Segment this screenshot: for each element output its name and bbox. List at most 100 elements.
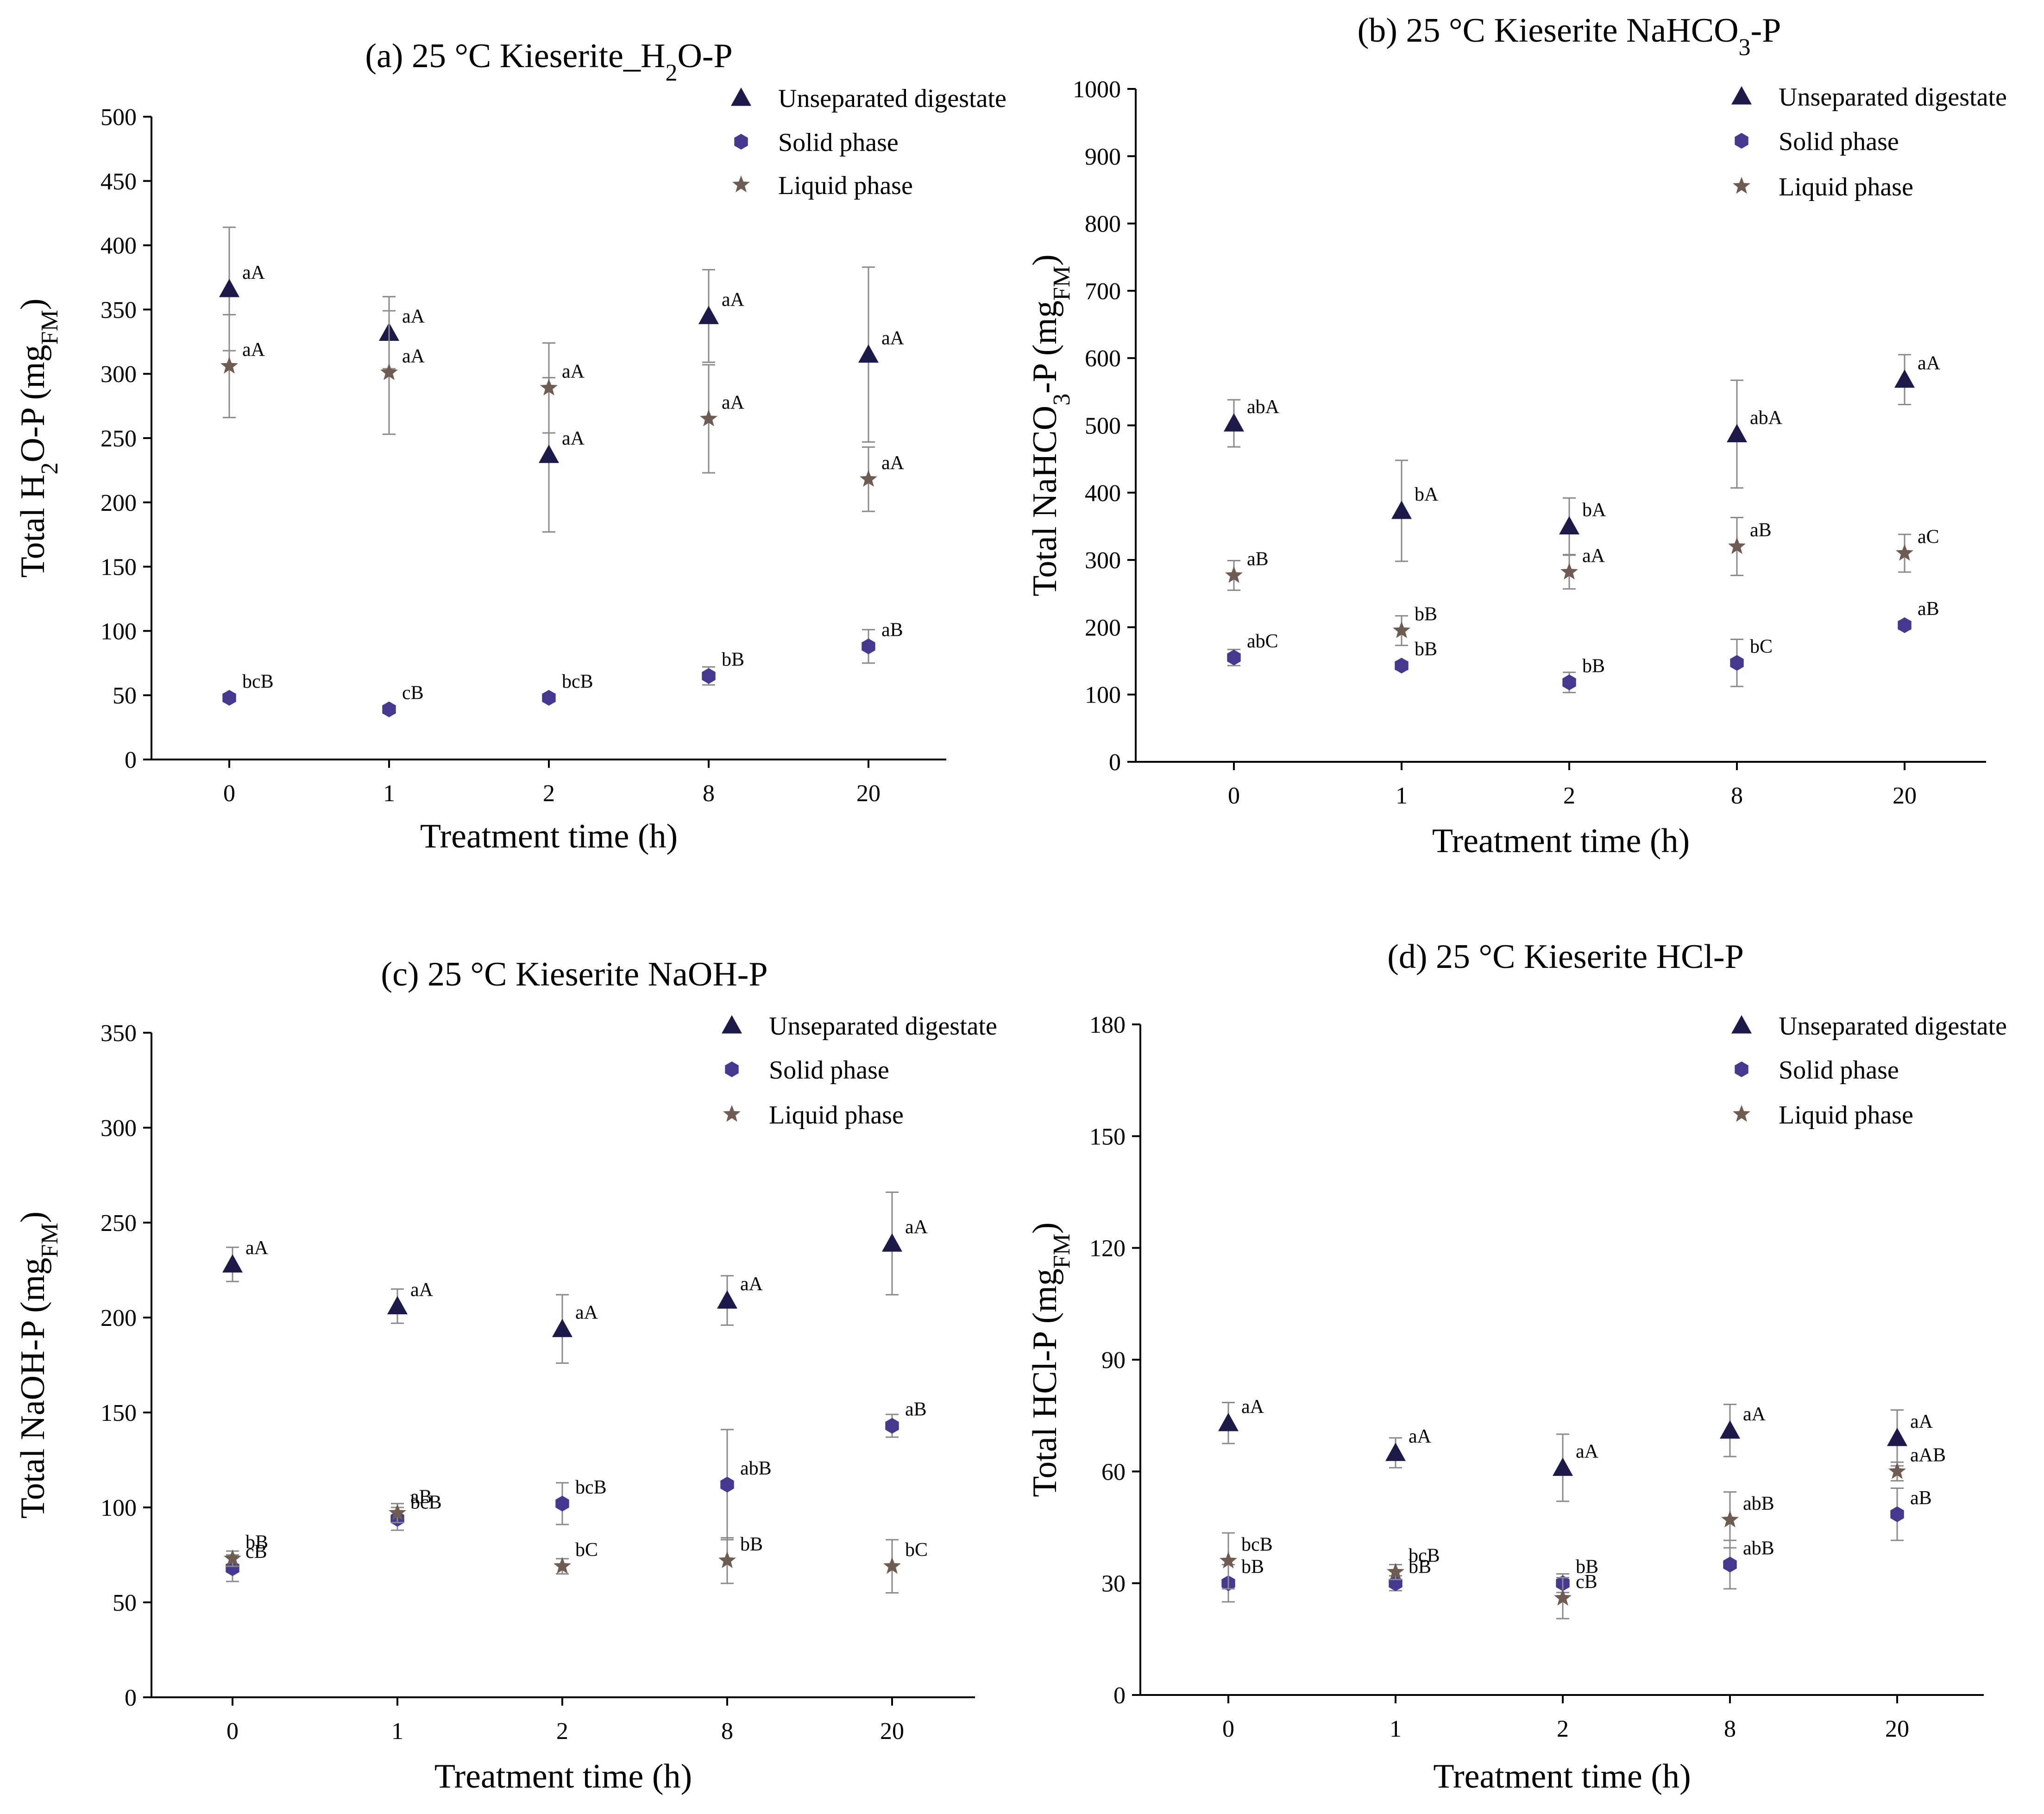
significance-label: aA <box>881 452 905 474</box>
data-point <box>1727 424 1747 442</box>
y-tick-label: 100 <box>101 1495 137 1521</box>
x-tick-label: 8 <box>721 1718 733 1745</box>
series-hexagon: abC bB bB bC aB <box>1227 598 1939 693</box>
significance-label: aA <box>402 306 425 327</box>
y-tick-label: 180 <box>1089 1012 1126 1038</box>
y-tick-label: 350 <box>101 1020 137 1047</box>
series-star: bcB bcB cB abB aAB <box>1220 1444 1946 1619</box>
legend: Unseparated digestate Solid phase Liquid p… <box>1731 1012 2007 1130</box>
data-point <box>224 1549 241 1566</box>
data-point <box>702 668 716 684</box>
x-tick-label: 0 <box>223 780 235 807</box>
data-point <box>860 470 877 487</box>
legend-marker <box>725 1061 739 1077</box>
y-tick-label: 400 <box>1085 480 1121 507</box>
data-point <box>1894 369 1915 388</box>
data-point <box>220 357 238 374</box>
data-point <box>717 1290 737 1309</box>
data-point <box>1554 1588 1572 1606</box>
legend-label: Solid phase <box>769 1056 889 1085</box>
y-tick-label: 0 <box>1109 749 1121 776</box>
series-triangle: aA aA aA aA aA <box>1218 1396 1933 1502</box>
y-tick-label: 0 <box>1113 1682 1126 1709</box>
significance-label: aB <box>905 1399 927 1420</box>
data-point <box>552 1318 572 1337</box>
y-axis-title: Total HCl-P (mgFM) <box>1026 1222 1075 1497</box>
x-tick-label: 20 <box>1885 1716 1909 1742</box>
data-point <box>387 1296 408 1314</box>
legend-marker <box>1731 86 1752 105</box>
significance-label: bB <box>245 1532 268 1553</box>
data-point <box>1720 1420 1740 1439</box>
x-axis-title: Treatment time (h) <box>1433 1758 1691 1795</box>
legend-label: Unseparated digestate <box>1779 83 2007 112</box>
y-tick-label: 1000 <box>1073 76 1121 103</box>
panel-d: (d) 25 °C Kieserite HCl-P030609012015018… <box>1026 938 2007 1795</box>
significance-label: cB <box>245 1541 267 1563</box>
legend-marker <box>731 88 751 106</box>
significance-label: cB <box>1576 1571 1597 1593</box>
panel-title: (d) 25 °C Kieserite HCl-P <box>1387 938 1743 976</box>
legend-label: Unseparated digestate <box>769 1012 997 1041</box>
series-hexagon: bB bB bB abB aB <box>1221 1488 1932 1603</box>
data-point <box>222 1254 243 1273</box>
x-axis-title: Treatment time (h) <box>420 817 678 855</box>
data-point <box>539 445 559 463</box>
significance-label: aB <box>410 1486 432 1507</box>
y-tick-label: 800 <box>1085 211 1121 238</box>
significance-label: bB <box>1582 656 1605 677</box>
x-tick-label: 0 <box>1228 783 1240 809</box>
data-point <box>700 409 717 427</box>
y-tick-label: 100 <box>1085 682 1121 709</box>
data-point <box>1730 655 1744 671</box>
data-point <box>862 638 875 654</box>
data-point <box>1887 1427 1907 1446</box>
legend-label: Unseparated digestate <box>778 84 1006 113</box>
data-point <box>1560 563 1578 580</box>
significance-label: aA <box>905 1217 928 1238</box>
significance-label: aC <box>1918 527 1939 548</box>
significance-label: aB <box>881 620 903 641</box>
legend-marker <box>723 1105 741 1122</box>
y-tick-label: 300 <box>101 1115 137 1142</box>
x-tick-label: 8 <box>1731 783 1743 809</box>
data-point <box>542 690 556 706</box>
y-tick-label: 100 <box>101 618 137 645</box>
legend-marker <box>722 1015 742 1034</box>
significance-label: aA <box>402 345 425 367</box>
significance-label: aA <box>740 1274 763 1295</box>
series-triangle: abA bA bA abA aA <box>1224 353 1941 562</box>
legend-label: Liquid phase <box>1779 173 1913 201</box>
panel-b: (b) 25 °C Kieserite NaHCO3-P010020030040… <box>1026 12 2007 860</box>
significance-label: aA <box>562 428 585 449</box>
series-star: bB aB bC bB bC <box>224 1486 928 1594</box>
data-point <box>1224 413 1244 432</box>
legend-marker <box>1735 133 1748 149</box>
significance-label: bC <box>575 1539 598 1561</box>
significance-label: aA <box>1409 1426 1432 1447</box>
significance-label: abC <box>1247 631 1278 652</box>
data-point <box>1890 1506 1904 1522</box>
significance-label: bcB <box>1409 1545 1440 1567</box>
data-point <box>555 1495 569 1512</box>
y-tick-label: 300 <box>101 361 137 388</box>
significance-label: bB <box>1415 639 1437 660</box>
legend-marker <box>1735 1061 1748 1077</box>
significance-label: aA <box>1910 1411 1933 1432</box>
data-point <box>1888 1462 1906 1479</box>
x-tick-label: 20 <box>1893 783 1917 809</box>
data-point <box>883 1557 901 1574</box>
legend-label: Solid phase <box>1779 1056 1899 1085</box>
y-tick-label: 50 <box>113 1590 137 1616</box>
significance-label: aA <box>1241 1396 1264 1418</box>
data-point <box>1385 1443 1406 1461</box>
data-point <box>1562 674 1576 690</box>
panel-title: (c) 25 °C Kieserite NaOH-P <box>381 955 767 993</box>
y-tick-label: 350 <box>101 297 137 323</box>
data-point <box>1721 1510 1739 1528</box>
y-tick-label: 700 <box>1085 278 1121 305</box>
significance-label: abB <box>1743 1493 1774 1514</box>
legend-marker <box>1731 1015 1752 1034</box>
series-hexagon: bcB cB bcB bB aB <box>222 620 903 717</box>
x-tick-label: 0 <box>226 1718 239 1745</box>
